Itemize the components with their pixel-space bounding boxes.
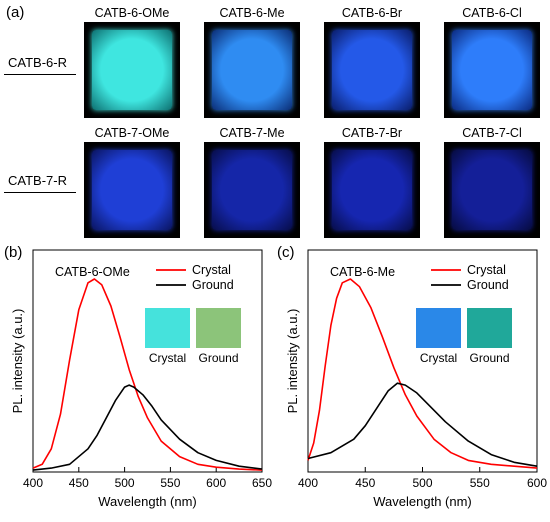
photo-title-catb-6-me: CATB-6-Me (219, 6, 285, 20)
photo-catb-6-ome (84, 22, 180, 118)
photo-catb-7-cl (444, 142, 540, 238)
x-tick-label: 650 (252, 476, 272, 490)
panel-b-letter: (b) (4, 244, 23, 261)
photo-title-catb-6-ome: CATB-6-OMe (94, 6, 170, 20)
photo-title-catb-6-br: CATB-6-Br (341, 6, 403, 20)
photo-title-catb-7-ome: CATB-7-OMe (94, 126, 170, 140)
x-tick-label: 550 (470, 476, 490, 490)
series-line-ground (32, 384, 263, 471)
plot-frame (32, 249, 263, 473)
sample-annotation: CATB-6-Me (330, 265, 395, 279)
x-tick-label: 450 (355, 476, 375, 490)
photo-title-catb-7-me: CATB-7-Me (219, 126, 285, 140)
x-tick-label: 500 (115, 476, 135, 490)
pl-chart-catb-6-ome: 400 450 500 550 600 650 Wavelength (nm) PL. int… (10, 249, 272, 509)
photo-catb-6-me (204, 22, 300, 118)
inset-label-ground: Ground (469, 351, 509, 365)
y-axis-label: PL. intensity (a.u.) (285, 309, 300, 414)
photo-catb-6-cl (444, 22, 540, 118)
pl-chart-catb-6-me: 400 450 500 550 600 Wavelength (nm) PL. intens… (285, 249, 547, 509)
x-tick-label: 400 (23, 476, 43, 490)
photo-title-catb-7-cl: CATB-7-Cl (462, 126, 522, 140)
photo-title-catb-6-cl: CATB-6-Cl (462, 6, 522, 20)
legend-label-crystal: Crystal (467, 263, 506, 277)
x-tick-label: 450 (69, 476, 89, 490)
inset-photo-crystal (416, 308, 461, 348)
x-axis-label: Wavelength (nm) (373, 494, 472, 509)
inset-label-crystal: Crystal (420, 351, 457, 365)
row-label-catb-7: CATB-7-R (8, 173, 67, 188)
panel-c-letter: (c) (277, 244, 295, 261)
row-label-catb-6: CATB-6-R (8, 55, 67, 70)
inset-label-ground: Ground (198, 351, 238, 365)
photo-title-catb-7-br: CATB-7-Br (341, 126, 403, 140)
x-tick-label: 600 (206, 476, 226, 490)
inset-photo-crystal (145, 308, 190, 348)
series-line-crystal (307, 278, 538, 469)
photo-catb-7-br (324, 142, 420, 238)
row-rule-catb-7 (4, 192, 76, 193)
photo-catb-7-me (204, 142, 300, 238)
row-rule-catb-6 (4, 74, 76, 75)
panel-a-letter: (a) (6, 4, 25, 21)
x-axis-label: Wavelength (nm) (98, 494, 197, 509)
inset-label-crystal: Crystal (149, 351, 186, 365)
inset-photo-ground (467, 308, 512, 348)
legend-label-ground: Ground (467, 278, 509, 292)
series-line-ground (307, 382, 538, 467)
x-tick-label: 400 (298, 476, 318, 490)
x-tick-label: 500 (412, 476, 432, 490)
photo-catb-6-br (324, 22, 420, 118)
x-tick-label: 550 (160, 476, 180, 490)
photo-catb-7-ome (84, 142, 180, 238)
inset-photo-ground (196, 308, 241, 348)
legend-label-crystal: Crystal (192, 263, 231, 277)
series-line-crystal (32, 278, 263, 471)
sample-annotation: CATB-6-OMe (55, 265, 130, 279)
legend-label-ground: Ground (192, 278, 234, 292)
x-tick-label: 600 (527, 476, 547, 490)
y-axis-label: PL. intensity (a.u.) (10, 309, 25, 414)
